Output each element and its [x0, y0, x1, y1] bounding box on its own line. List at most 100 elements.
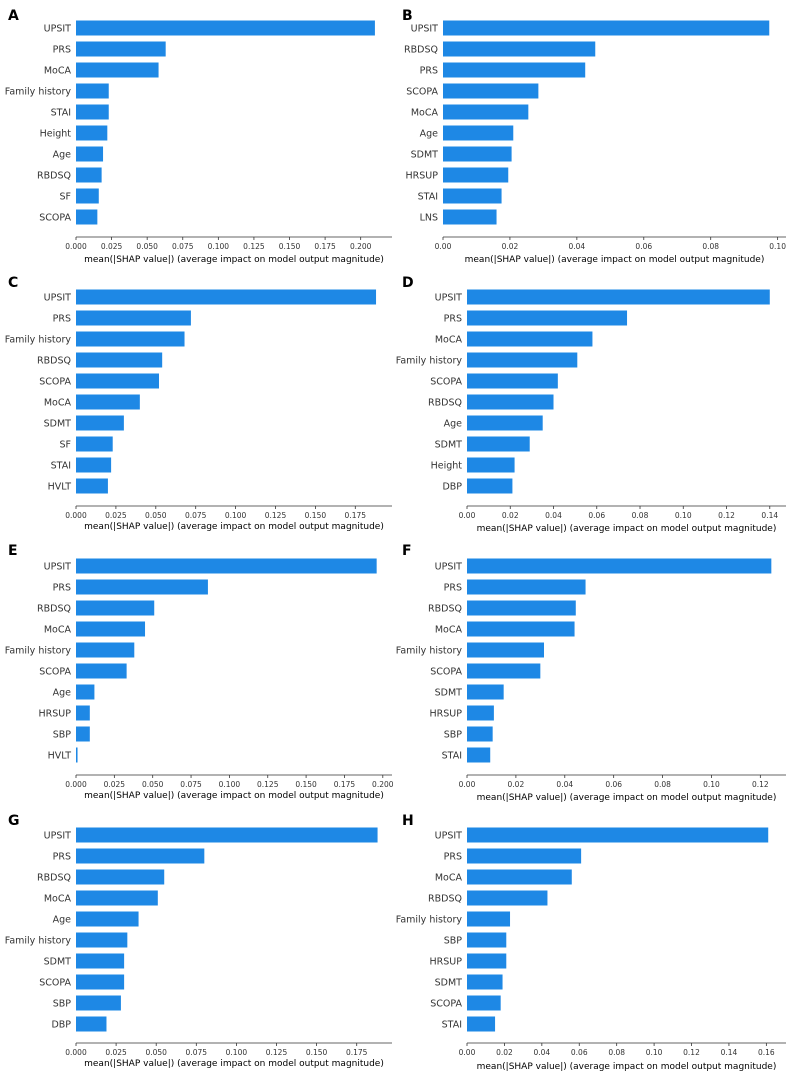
feature-label: SBP — [444, 936, 463, 947]
feature-label: MoCA — [435, 625, 463, 636]
bar — [76, 394, 140, 410]
x-axis-title: mean(|SHAP value|) (average impact on mo… — [477, 524, 777, 534]
tick-label: 0.08 — [608, 1048, 625, 1057]
bar — [467, 310, 628, 326]
bar — [467, 974, 503, 990]
tick-label: 0.08 — [654, 780, 671, 789]
bar — [76, 373, 159, 389]
tick-label: 0.08 — [702, 242, 719, 251]
panel-letter: F — [402, 543, 412, 559]
bar — [467, 995, 501, 1011]
bar — [467, 457, 515, 473]
x-axis-title: mean(|SHAP value|) (average impact on mo… — [84, 791, 384, 801]
bar — [76, 642, 135, 658]
tick-label: 0.00 — [459, 780, 476, 789]
bar — [467, 890, 548, 906]
tick-label: 0.100 — [219, 780, 241, 789]
bar — [76, 995, 121, 1011]
chart-panel-d: D UPSIT PRS MoCA Family history SCOPA RBDSQ Age… — [396, 275, 786, 534]
tick-label: 0.075 — [180, 780, 202, 789]
bar — [76, 684, 95, 700]
tick-label: 0.200 — [372, 780, 394, 789]
tick-label: 0.00 — [435, 242, 452, 251]
feature-label: MoCA — [44, 66, 72, 77]
feature-label: SCOPA — [39, 377, 71, 388]
feature-label: Family history — [5, 936, 72, 947]
tick-label: 0.12 — [718, 511, 735, 520]
feature-label: RBDSQ — [37, 604, 71, 615]
bar — [76, 827, 378, 843]
tick-label: 0.10 — [675, 511, 692, 520]
feature-label: UPSIT — [435, 562, 463, 573]
panel-letter: D — [402, 275, 414, 291]
feature-label: STAI — [51, 108, 71, 119]
feature-label: HVLT — [48, 482, 72, 493]
feature-label: RBDSQ — [428, 398, 462, 409]
tick-label: 0.100 — [226, 1048, 248, 1057]
tick-label: 0.175 — [346, 1048, 368, 1057]
feature-label: SCOPA — [39, 978, 71, 989]
feature-label: SDMT — [44, 957, 72, 968]
panel-letter: B — [402, 8, 413, 24]
tick-label: 0.10 — [646, 1048, 663, 1057]
feature-label: SCOPA — [39, 667, 71, 678]
tick-label: 0.025 — [105, 1048, 127, 1057]
feature-label: STAI — [442, 1020, 462, 1031]
feature-label: PRS — [444, 852, 462, 863]
chart-panel-c: C UPSIT PRS Family history RBDSQ SCOPA MoCA SDM… — [5, 275, 392, 532]
tick-label: 0.06 — [588, 511, 605, 520]
feature-label: SDMT — [411, 150, 439, 161]
bar — [76, 1016, 107, 1032]
bar — [76, 415, 124, 431]
bar — [467, 869, 572, 885]
bar — [76, 188, 99, 204]
bar — [443, 167, 509, 183]
feature-label: Height — [431, 461, 463, 472]
bar — [76, 747, 78, 763]
feature-label: HRSUP — [430, 957, 463, 968]
feature-label: Age — [53, 688, 72, 699]
tick-label: 0.025 — [105, 511, 127, 520]
bar — [76, 352, 163, 368]
tick-label: 0.125 — [266, 1048, 288, 1057]
bar — [467, 953, 507, 969]
tick-label: 0.075 — [185, 511, 207, 520]
feature-label: MoCA — [44, 398, 72, 409]
feature-label: SDMT — [44, 419, 72, 430]
feature-label: SF — [60, 440, 72, 451]
tick-label: 0.150 — [305, 511, 327, 520]
tick-label: 0.02 — [502, 242, 519, 251]
chart-panel-h: H UPSIT PRS MoCA RBDSQ Family history SBP HRSUP… — [396, 813, 786, 1072]
bar — [76, 310, 191, 326]
bar — [467, 289, 770, 305]
panel-letter: H — [402, 813, 414, 829]
tick-label: 0.10 — [769, 242, 786, 251]
bar — [467, 352, 578, 368]
tick-label: 0.06 — [635, 242, 652, 251]
feature-label: SCOPA — [430, 999, 462, 1010]
bar — [76, 436, 113, 452]
tick-label: 0.14 — [721, 1048, 738, 1057]
bar — [76, 848, 205, 864]
bar — [76, 663, 127, 679]
feature-label: RBDSQ — [37, 171, 71, 182]
bar — [467, 394, 554, 410]
feature-label: STAI — [418, 192, 438, 203]
bar — [76, 209, 98, 225]
chart-panel-a: A UPSIT PRS MoCA Family history STAI Height Age… — [5, 8, 392, 265]
bar — [76, 726, 90, 742]
bar — [443, 209, 497, 225]
feature-label: UPSIT — [44, 24, 72, 35]
tick-label: 0.00 — [459, 1048, 476, 1057]
feature-label: UPSIT — [44, 831, 72, 842]
bar — [76, 478, 108, 494]
bar — [76, 41, 166, 57]
feature-label: PRS — [444, 314, 462, 325]
tick-label: 0.02 — [502, 511, 519, 520]
feature-label: STAI — [51, 461, 71, 472]
bar — [467, 1016, 496, 1032]
feature-label: SCOPA — [39, 213, 71, 224]
feature-label: Age — [420, 129, 439, 140]
feature-label: SDMT — [435, 978, 463, 989]
